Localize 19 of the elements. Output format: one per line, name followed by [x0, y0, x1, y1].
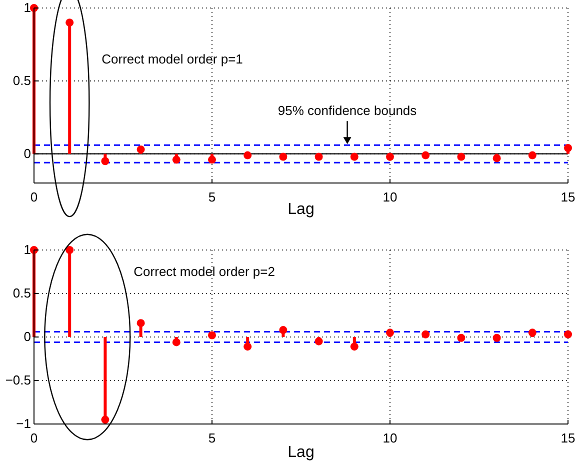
x-tick-label: 5	[208, 430, 216, 446]
annotation: Correct model order p=2	[134, 264, 275, 280]
x-tick-label: 15	[560, 430, 576, 446]
annotation: Correct model order p=1	[102, 51, 243, 66]
y-tick-label: −1	[16, 416, 31, 432]
y-tick-label: 1	[24, 0, 31, 16]
y-tick-label: 0.5	[12, 73, 31, 88]
x-axis-title: Lag	[288, 201, 314, 218]
annotation: 95% confidence bounds	[278, 103, 418, 118]
x-tick-label: 15	[560, 190, 576, 205]
y-tick-label: 0	[24, 146, 31, 161]
y-tick-label: −0.5	[5, 372, 31, 388]
x-tick-label: 10	[382, 430, 398, 446]
x-axis-title: Lag	[288, 444, 314, 461]
y-tick-label: 0.5	[12, 286, 31, 301]
y-tick-label: 1	[24, 242, 31, 258]
x-tick-label: 5	[208, 190, 216, 205]
x-tick-label: 10	[382, 190, 398, 205]
y-tick-label: 0	[24, 329, 31, 344]
